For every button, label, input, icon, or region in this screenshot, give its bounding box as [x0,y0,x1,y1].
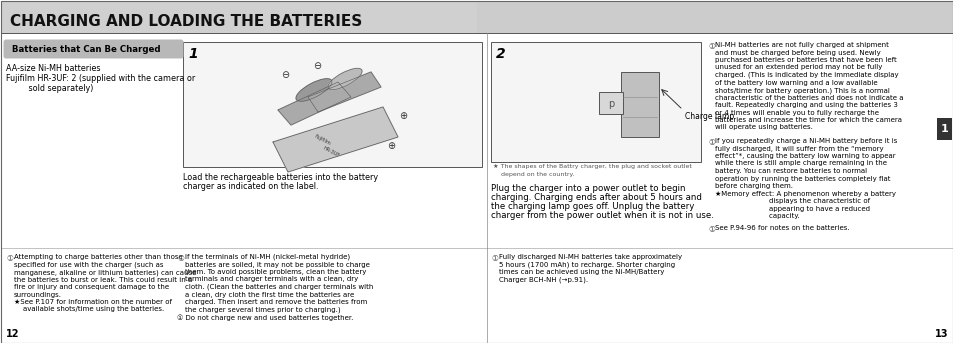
Bar [936,118,951,140]
Text: HR-3UF: HR-3UF [321,145,340,158]
Ellipse shape [328,68,362,90]
Text: charged. (This is indicated by the immediate display: charged. (This is indicated by the immed… [714,72,898,79]
Text: ①: ① [707,138,714,147]
Text: ★See P.107 for information on the number of: ★See P.107 for information on the number… [14,299,172,305]
Text: charger from the power outlet when it is not in use.: charger from the power outlet when it is… [491,211,713,220]
Text: ★Memory effect: A phenomenon whereby a battery: ★Memory effect: A phenomenon whereby a b… [714,190,895,197]
Text: effect”*, causing the battery low warning to appear: effect”*, causing the battery low warnin… [714,153,895,159]
Bar [1,1,952,33]
Text: If the terminals of Ni-MH (nickel-metal hydride): If the terminals of Ni-MH (nickel-metal … [185,254,350,260]
Text: terminals and charger terminals with a clean, dry: terminals and charger terminals with a c… [185,276,358,283]
Text: cloth. (Clean the batteries and charger terminals with: cloth. (Clean the batteries and charger … [185,284,373,291]
Text: Plug the charger into a power outlet to begin: Plug the charger into a power outlet to … [491,184,685,193]
Text: Load the rechargeable batteries into the battery: Load the rechargeable batteries into the… [183,173,377,182]
Text: 12: 12 [6,329,19,339]
Text: Fujifilm HR-3UF: 2 (supplied with the camera or: Fujifilm HR-3UF: 2 (supplied with the ca… [6,74,195,83]
Text: p: p [607,99,614,109]
Text: unused for an extended period may not be fully: unused for an extended period may not be… [714,64,882,71]
Text: Fujifilm: Fujifilm [314,134,332,146]
Text: fire or injury and consequent damage to the: fire or injury and consequent damage to … [14,284,169,290]
Text: a clean, dry cloth the first time the batteries are: a clean, dry cloth the first time the ba… [185,292,354,297]
Text: the charger several times prior to charging.): the charger several times prior to charg… [185,307,340,313]
FancyBboxPatch shape [4,39,183,59]
Text: depend on the country.: depend on the country. [493,172,574,177]
Bar [476,1,952,33]
Text: shots/time for battery operation.) This is a normal: shots/time for battery operation.) This … [714,87,889,94]
Polygon shape [308,72,380,112]
Text: ⊕: ⊕ [387,141,395,151]
Text: ⊕: ⊕ [398,111,407,121]
Text: operation by running the batteries completely flat: operation by running the batteries compl… [714,176,889,181]
Text: will operate using batteries.: will operate using batteries. [714,125,812,130]
Text: ① Do not charge new and used batteries together.: ① Do not charge new and used batteries t… [177,314,353,321]
Text: batteries and increase the time for which the camera: batteries and increase the time for whic… [714,117,901,123]
Text: of the battery low warning and a low available: of the battery low warning and a low ava… [714,80,877,85]
Polygon shape [277,82,351,125]
Text: purchased batteries or batteries that have been left: purchased batteries or batteries that ha… [714,57,896,63]
Text: See P.94-96 for notes on the batteries.: See P.94-96 for notes on the batteries. [714,225,849,230]
Text: charged. Then insert and remove the batteries from: charged. Then insert and remove the batt… [185,299,367,305]
Text: while there is still ample charge remaining in the: while there is still ample charge remain… [714,161,886,166]
Text: 2: 2 [496,47,505,61]
Text: specified for use with the charger (such as: specified for use with the charger (such… [14,261,163,268]
Text: surroundings.: surroundings. [14,292,62,297]
Bar [620,72,659,137]
Text: Batteries that Can Be Charged: Batteries that Can Be Charged [12,45,160,54]
Text: AA-size Ni-MH batteries: AA-size Ni-MH batteries [6,64,100,73]
Text: characteristic of the batteries and does not indicate a: characteristic of the batteries and does… [714,95,902,100]
Text: Charge lamp: Charge lamp [684,112,734,121]
Text: If you repeatedly charge a Ni-MH battery before it is: If you repeatedly charge a Ni-MH battery… [714,138,897,144]
Text: ①: ① [707,225,714,234]
Text: ①: ① [707,42,714,51]
Text: 1: 1 [940,124,947,134]
Text: or 4 times will enable you to fully recharge the: or 4 times will enable you to fully rech… [714,109,878,116]
Text: sold separately): sold separately) [6,84,93,93]
Text: Ni-MH batteries are not fully charged at shipment: Ni-MH batteries are not fully charged at… [714,42,888,48]
Text: ①: ① [491,254,497,263]
Text: times can be achieved using the Ni-MH/Battery: times can be achieved using the Ni-MH/Ba… [498,269,663,275]
Text: capacity.: capacity. [714,213,799,219]
Text: and must be charged before being used. Newly: and must be charged before being used. N… [714,49,880,56]
Bar [491,42,700,162]
Ellipse shape [295,79,332,101]
Text: the charging lamp goes off. Unplug the battery: the charging lamp goes off. Unplug the b… [491,202,694,211]
Text: ①: ① [177,254,184,263]
Text: batteries are soiled, it may not be possible to charge: batteries are soiled, it may not be poss… [185,261,370,268]
Text: 13: 13 [934,329,947,339]
Text: displays the characteristic of: displays the characteristic of [714,198,869,204]
Polygon shape [273,107,397,172]
Text: Charger BCH-NH (➝p.91).: Charger BCH-NH (➝p.91). [498,276,587,283]
Text: before charging them.: before charging them. [714,183,792,189]
Text: appearing to have a reduced: appearing to have a reduced [714,205,869,212]
Text: ①: ① [6,254,12,263]
Text: ⊖: ⊖ [280,70,289,80]
Text: the batteries to burst or leak. This could result in a: the batteries to burst or leak. This cou… [14,276,193,283]
Text: manganese, alkaline or lithium batteries) can cause: manganese, alkaline or lithium batteries… [14,269,196,275]
Text: battery. You can restore batteries to normal: battery. You can restore batteries to no… [714,168,866,174]
Text: them. To avoid possible problems, clean the battery: them. To avoid possible problems, clean … [185,269,366,275]
Bar [183,42,481,167]
Text: fault. Repeatedly charging and using the batteries 3: fault. Repeatedly charging and using the… [714,102,897,108]
Text: ★ The shapes of the Battry charger, the plug and socket outlet: ★ The shapes of the Battry charger, the … [493,164,691,169]
Text: Attempting to charge batteries other than those: Attempting to charge batteries other tha… [14,254,183,260]
Text: charging. Charging ends after about 5 hours and: charging. Charging ends after about 5 ho… [491,193,701,202]
Text: CHARGING AND LOADING THE BATTERIES: CHARGING AND LOADING THE BATTERIES [10,14,362,29]
Text: Fully discharged Ni-MH batteries take approximately: Fully discharged Ni-MH batteries take ap… [498,254,681,260]
Text: ⊖: ⊖ [313,61,321,71]
Text: 1: 1 [188,47,197,61]
Text: fully discharged, it will suffer from the “memory: fully discharged, it will suffer from th… [714,145,882,152]
Text: charger as indicated on the label.: charger as indicated on the label. [183,182,318,191]
Text: available shots/time using the batteries.: available shots/time using the batteries… [14,307,164,312]
Bar [598,92,622,114]
Text: 5 hours (1700 mAh) to recharge. Shorter charging: 5 hours (1700 mAh) to recharge. Shorter … [498,261,675,268]
